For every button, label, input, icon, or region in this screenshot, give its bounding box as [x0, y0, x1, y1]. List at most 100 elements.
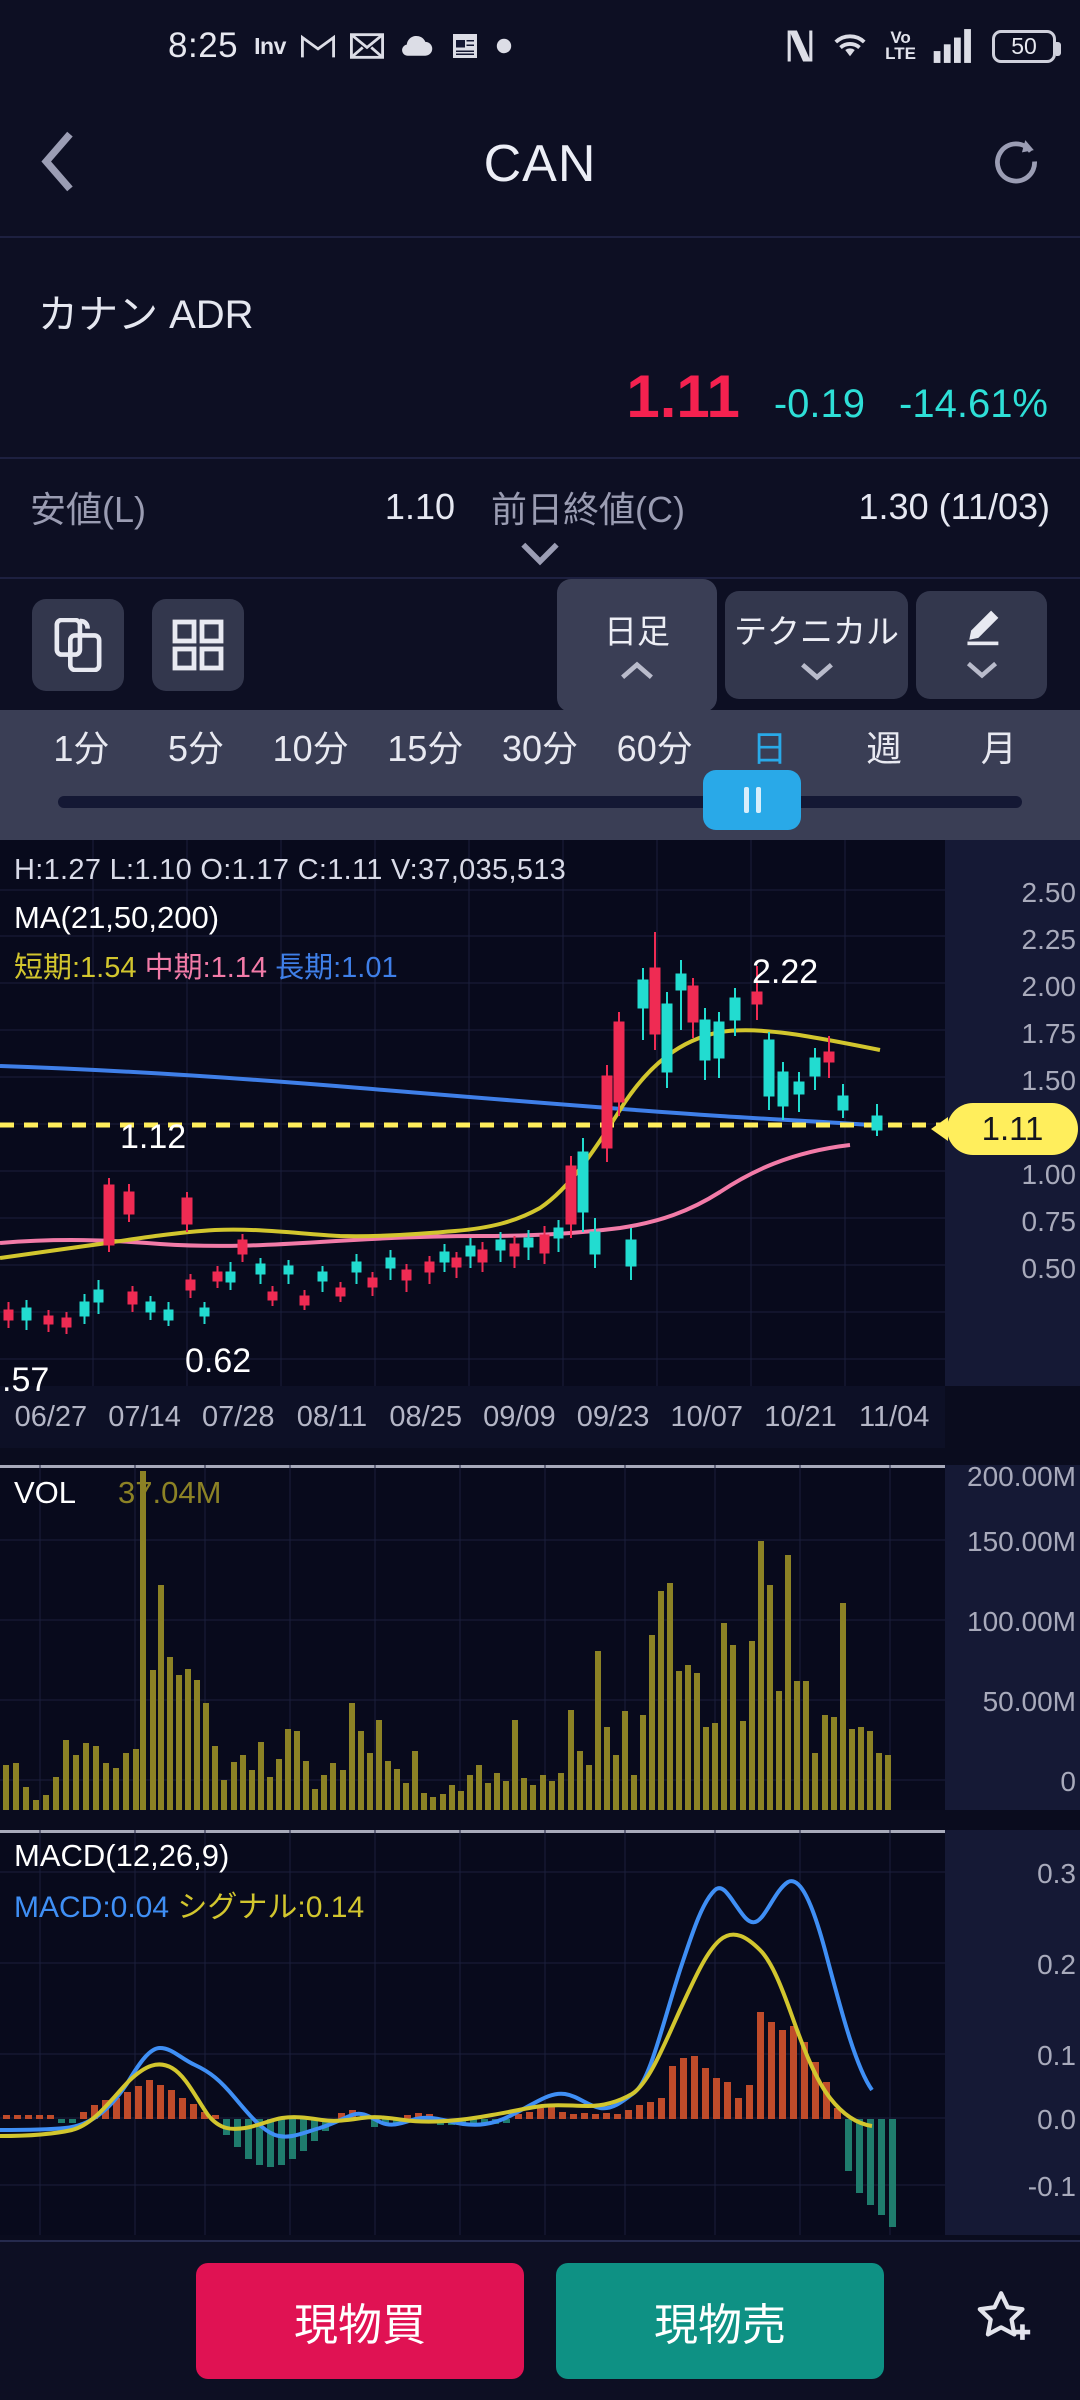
price-tick: 0.50: [1021, 1253, 1077, 1284]
add-favorite-button[interactable]: [974, 2288, 1036, 2355]
tab-monthly[interactable]: 月: [980, 728, 1017, 769]
prev-close-label: 前日終値(C): [491, 489, 685, 530]
price-tick: 2.50: [1021, 877, 1077, 908]
macd-values: MACD:0.04 シグナル:0.14: [14, 1882, 364, 1926]
ma-long-value: 長期:1.01: [275, 952, 398, 984]
period-label: 日足: [604, 613, 670, 650]
chart-annotation-left-low: .57: [2, 1361, 50, 1399]
battery-level: 50: [1011, 32, 1037, 59]
rotate-screen-button[interactable]: [32, 599, 124, 691]
macd-tick: 0.0: [1037, 2104, 1076, 2135]
chart-container[interactable]: H:1.27 L:1.10 O:1.17 C:1.11 V:37,035,513…: [0, 840, 1080, 2240]
volume-label: VOL: [14, 1475, 77, 1510]
low-value: 1.10: [384, 486, 455, 527]
ohlc-readout: H:1.27 L:1.10 O:1.17 C:1.11 V:37,035,513: [14, 854, 567, 886]
ma-mid-value: 中期:1.14: [144, 952, 268, 984]
date-tick: 07/28: [201, 1400, 275, 1433]
volume-tick: 50.00M: [982, 1686, 1076, 1717]
chevron-down-icon: [799, 661, 835, 686]
ma-title: MA(21,50,200): [14, 900, 220, 935]
period-selector-button[interactable]: 日足: [557, 579, 717, 712]
rotate-screen-icon: [54, 618, 102, 672]
inv-text-icon: Inv: [254, 32, 286, 59]
dot-icon: [495, 37, 513, 55]
volume-value: 37.04M: [118, 1475, 222, 1510]
date-tick: 09/23: [576, 1400, 650, 1433]
stock-name: カナン ADR: [38, 293, 254, 337]
pause-handle-icon[interactable]: [703, 770, 801, 830]
date-tick: 06/27: [14, 1400, 88, 1433]
timeframe-bar: 1分 5分 10分 15分 30分 60分 日 週 月: [0, 710, 1080, 840]
volume-panel[interactable]: VOL 37.04M: [0, 1465, 945, 1810]
grid-layout-button[interactable]: [152, 599, 244, 691]
tab-10min[interactable]: 10分: [272, 728, 349, 769]
macd-tick: 0.1: [1037, 2040, 1076, 2071]
macd-chart-svg: [0, 1830, 945, 2235]
macd-panel[interactable]: MACD(12,26,9) MACD:0.04 シグナル:0.14: [0, 1830, 945, 2235]
timeframe-scrollbar[interactable]: [58, 770, 1022, 830]
price-change-percent: -14.61%: [899, 382, 1048, 426]
price-tick: 2.00: [1021, 971, 1077, 1002]
status-clock: 8:25: [168, 26, 239, 65]
price-tick: 1.00: [1021, 1159, 1077, 1190]
mail-envelope-icon: [349, 32, 384, 60]
battery-icon: 50: [992, 29, 1061, 63]
nfc-icon: [785, 29, 815, 63]
cloud-icon: [399, 33, 435, 59]
volume-axis: 200.00M 150.00M 100.00M 50.00M 0: [945, 1461, 1080, 1810]
price-change: -0.19: [773, 382, 866, 426]
macd-axis: 0.3 0.2 0.1 0.0 -0.1: [945, 1830, 1080, 2235]
sell-button[interactable]: 現物売: [556, 2263, 884, 2379]
refresh-button[interactable]: [990, 136, 1042, 193]
wifi-icon: [831, 31, 869, 61]
action-bar: 現物買 現物売: [0, 2240, 1080, 2400]
technical-label: テクニカル: [734, 612, 899, 650]
gmail-icon: [300, 32, 335, 60]
tab-15min[interactable]: 15分: [387, 728, 464, 769]
tab-5min[interactable]: 5分: [167, 728, 225, 769]
macd-signal-value: シグナル:0.14: [177, 1891, 365, 1924]
cellular-signal-icon: [932, 29, 976, 63]
price-tick: 1.50: [1021, 1065, 1077, 1096]
date-tick: 08/25: [389, 1400, 462, 1433]
volume-tick: 0: [1060, 1766, 1076, 1797]
buy-button[interactable]: 現物買: [196, 2263, 524, 2379]
date-tick: 10/07: [670, 1400, 744, 1433]
app-header: CAN: [0, 92, 1080, 238]
tab-daily[interactable]: 日: [751, 728, 788, 769]
drawing-tools-button[interactable]: [916, 591, 1047, 699]
pencil-icon: [962, 607, 1002, 652]
technical-indicator-button[interactable]: テクニカル: [725, 591, 908, 699]
ma-short-value: 短期:1.54: [14, 952, 137, 984]
date-axis: 06/27 07/14 07/28 08/11 08/25 09/09 09/2…: [0, 1386, 945, 1448]
tab-30min[interactable]: 30分: [502, 728, 579, 769]
chart-annotation-high: 2.22: [752, 953, 819, 991]
price-panel[interactable]: H:1.27 L:1.10 O:1.17 C:1.11 V:37,035,513…: [0, 840, 945, 1399]
macd-title: MACD(12,26,9): [14, 1838, 230, 1873]
volume-tick: 200.00M: [967, 1461, 1076, 1492]
macd-tick: 0.2: [1037, 1949, 1076, 1980]
grid-layout-icon: [172, 619, 224, 671]
volume-tick: 150.00M: [967, 1526, 1076, 1557]
current-price-tag: 1.11: [931, 1103, 1078, 1155]
status-bar-right: Vo LTE 50: [785, 28, 1061, 63]
chart-toolbar: 日足 テクニカル: [0, 577, 1080, 712]
chart-annotation-low: 0.62: [185, 1342, 252, 1380]
ma-values: 短期:1.54 中期:1.14 長期:1.01: [14, 944, 398, 986]
expand-quote-button[interactable]: [0, 541, 1080, 567]
tab-1min[interactable]: 1分: [53, 728, 110, 769]
tab-60min[interactable]: 60分: [616, 728, 693, 769]
date-tick: 10/21: [764, 1400, 837, 1433]
macd-value: MACD:0.04: [14, 1891, 170, 1924]
volume-chart-svg: [0, 1465, 945, 1810]
status-bar-left: 8:25 Inv: [168, 26, 513, 66]
price-tick: 0.75: [1021, 1206, 1077, 1237]
tab-weekly[interactable]: 週: [866, 728, 903, 769]
back-button[interactable]: [38, 131, 80, 198]
news-icon: [450, 31, 480, 61]
status-notification-icons: Inv: [254, 31, 513, 61]
volte-icon: Vo LTE: [885, 28, 916, 63]
date-tick: 11/04: [858, 1400, 930, 1433]
date-tick: 09/09: [483, 1400, 556, 1433]
